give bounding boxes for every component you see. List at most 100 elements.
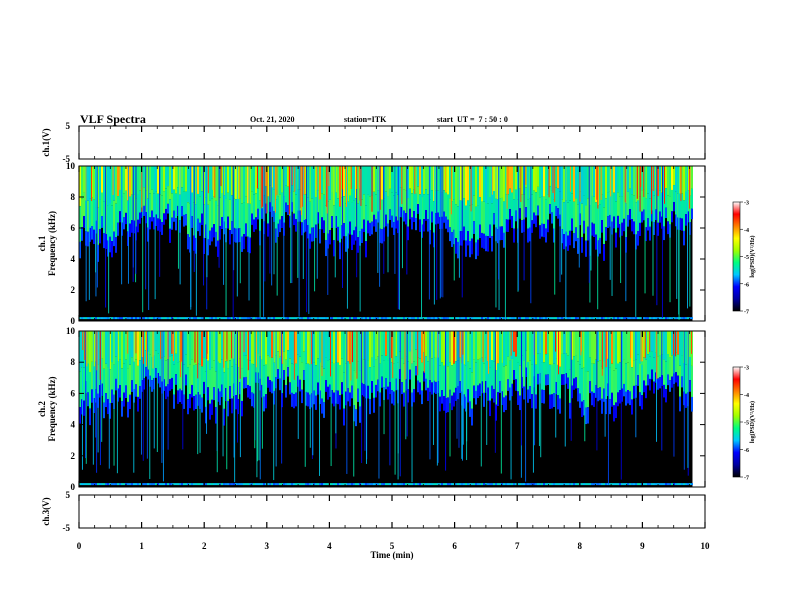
spectrogram-cell: [653, 381, 655, 394]
spectrogram-cell: [323, 402, 325, 418]
spectrogram-cell: [299, 356, 301, 380]
spectrogram-cell: [439, 483, 441, 486]
colorbar: [732, 366, 741, 478]
spectrogram-cell: [551, 364, 553, 395]
spectrogram-cell: [247, 384, 249, 398]
spectrogram-cell: [485, 166, 487, 203]
spectrogram-cell: [375, 166, 377, 195]
spectrogram-cell: [363, 483, 365, 486]
spectrogram-cell: [105, 393, 107, 408]
spectrogram-cell: [581, 368, 583, 402]
spectrogram-cell: [453, 363, 455, 393]
x-tick-label: 9: [640, 541, 645, 551]
spectrogram-cell: [621, 317, 623, 320]
spectrogram-cell: [427, 166, 429, 195]
spectrogram-cell: [421, 483, 423, 486]
spectrogram-cell: [299, 210, 301, 222]
spectrogram-cell: [191, 317, 193, 320]
spectrogram-cell: [217, 483, 219, 486]
spectrogram-cell: [149, 317, 151, 320]
spectrogram-cell: [163, 356, 165, 380]
sferic-streak: [378, 331, 380, 479]
spectrogram-cell: [437, 317, 439, 320]
spectrogram-cell: [671, 483, 673, 486]
spectrogram-cell: [93, 366, 95, 399]
spectrogram-cell: [393, 166, 395, 196]
spectrogram-cell: [281, 317, 283, 320]
spectrogram-cell: [587, 198, 589, 227]
spectrogram-cell: [301, 362, 303, 390]
spectrogram-cell: [579, 191, 581, 214]
sferic-streak: [607, 331, 609, 485]
sferic-streak: [506, 166, 508, 209]
spectrogram-cell: [505, 483, 507, 486]
spectrogram-cell: [125, 385, 127, 399]
spectrogram-cell: [189, 166, 191, 204]
spectrogram-cell: [413, 331, 415, 362]
spectrogram-cell: [557, 317, 559, 320]
spectrogram-cell: [357, 483, 359, 486]
spectrogram-cell: [407, 198, 409, 227]
spectrogram-cell: [491, 483, 493, 486]
spectrogram-cell: [235, 228, 237, 243]
spectrogram-cell: [643, 483, 645, 486]
spectrogram-cell: [657, 378, 659, 390]
sferic-streak: [283, 166, 285, 318]
spectrogram-cell: [193, 317, 195, 320]
sferic-streak: [609, 166, 611, 280]
spectrogram-cell: [469, 240, 471, 258]
spectrogram-cell: [467, 317, 469, 320]
spectrogram-cell: [271, 381, 273, 394]
spectrogram-cell: [531, 166, 533, 195]
spectrogram-cell: [343, 196, 345, 224]
spectrogram-cell: [257, 372, 259, 384]
spectrogram-cell: [177, 483, 179, 486]
spectrogram-cell: [501, 391, 503, 406]
spectrogram-cell: [623, 218, 625, 232]
sferic-streak: [453, 166, 455, 281]
spectrogram-cell: [409, 208, 411, 220]
spectrogram-cell: [599, 204, 601, 238]
spectrogram-cell: [285, 202, 287, 213]
spectrogram-cell: [647, 317, 649, 320]
spectrogram-cell: [691, 331, 693, 366]
sferic-streak: [401, 166, 403, 269]
spectrogram-cell: [663, 359, 665, 385]
spectrogram-cell: [271, 331, 273, 358]
spectrogram-cell: [663, 483, 665, 486]
y-axis-label: ch.1(V): [41, 128, 51, 156]
spectrogram-cell: [271, 483, 273, 486]
y-tick-label: 6: [71, 223, 76, 233]
spectrogram-cell: [207, 317, 209, 320]
spectrogram-cell: [403, 483, 405, 486]
spectrogram-cell: [583, 220, 585, 234]
spectrogram-cell: [87, 166, 89, 201]
spectrogram-cell: [651, 331, 653, 352]
spectrogram-cell: [685, 214, 687, 226]
spectrogram-cell: [519, 365, 521, 396]
spectrogram-cell: [307, 197, 309, 226]
spectrogram-cell: [189, 317, 191, 320]
spectrogram-cell: [583, 400, 585, 416]
spectrogram-cell: [357, 317, 359, 320]
spectrogram-cell: [165, 188, 167, 209]
sferic-streak: [281, 331, 283, 464]
spectrogram-cell: [597, 361, 599, 389]
spectrogram-cell: [431, 483, 433, 486]
sferic-streak: [356, 166, 358, 190]
spectrogram-cell: [143, 317, 145, 320]
spectrogram-cell: [469, 401, 471, 417]
spectrogram-cell: [271, 357, 273, 382]
spectrogram-cell: [241, 331, 243, 369]
spectrogram-cell: [471, 331, 473, 373]
spectrogram-cell: [305, 317, 307, 320]
spectrogram-cell: [451, 331, 453, 366]
spectrogram-cell: [517, 331, 519, 363]
spectrogram-cell: [547, 374, 549, 386]
spectrogram-cell: [163, 213, 165, 225]
spectrogram-cell: [129, 196, 131, 224]
spectrogram-cell: [97, 317, 99, 320]
sferic-streak: [555, 331, 557, 438]
spectrogram-cell: [103, 483, 105, 486]
spectrogram-cell: [631, 166, 633, 195]
